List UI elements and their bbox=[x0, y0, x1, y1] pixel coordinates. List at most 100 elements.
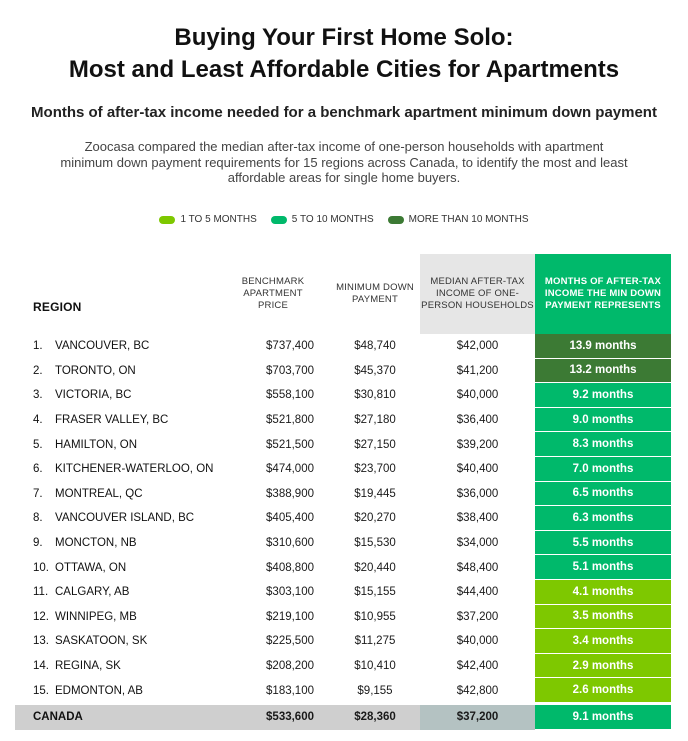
cell-down-payment: $30,810 bbox=[354, 389, 396, 402]
cell-income: $48,400 bbox=[456, 561, 499, 574]
cell-down-payment: $15,530 bbox=[354, 537, 396, 550]
cell-price: $388,900 bbox=[266, 487, 314, 500]
cell-price: $703,700 bbox=[266, 364, 314, 377]
cell-months: 9.2 months bbox=[535, 383, 671, 408]
cell-region: 3. VICTORIA, BC bbox=[33, 383, 233, 408]
row-rank: 7. bbox=[33, 487, 43, 500]
title-line-2: Most and Least Affordable Cities for Apa… bbox=[68, 56, 620, 83]
cell-income: $38,400 bbox=[456, 512, 499, 525]
row-rank: 12. bbox=[33, 610, 49, 623]
cell-down-payment: $11,275 bbox=[354, 635, 396, 648]
affordability-table: REGION BENCHMARK APARTMENT PRICE MINIMUM… bbox=[15, 254, 671, 730]
row-region-name: HAMILTON, ON bbox=[55, 438, 137, 451]
row-region-name: VANCOUVER ISLAND, BC bbox=[55, 512, 195, 525]
cell-income: $39,200 bbox=[456, 438, 499, 451]
total-income: $37,200 bbox=[420, 704, 535, 730]
cell-region: 4. FRASER VALLEY, BC bbox=[33, 408, 233, 433]
cell-income: $34,000 bbox=[456, 537, 499, 550]
row-rank: 15. bbox=[33, 684, 49, 697]
cell-region: 1. VANCOUVER, BC bbox=[33, 334, 233, 359]
cell-months: 6.5 months bbox=[535, 481, 671, 507]
table-row: 5. HAMILTON, ON $521,500 $27,150 $39,200 8.3 … bbox=[15, 432, 671, 457]
row-rank: 6. bbox=[33, 463, 43, 476]
header-months: MONTHS OF AFTER-TAX INCOME THE MIN DOWN … bbox=[535, 254, 671, 334]
cell-months: 13.9 months bbox=[535, 334, 671, 359]
cell-region: 5. HAMILTON, ON bbox=[33, 432, 233, 457]
row-rank: 13. bbox=[33, 635, 49, 648]
row-rank: 14. bbox=[33, 660, 49, 673]
cell-region: 10. OTTAWA, ON bbox=[33, 555, 233, 580]
cell-down-payment: $48,740 bbox=[354, 340, 396, 353]
legend-item-1-5: 1 TO 5 MONTHS bbox=[159, 214, 257, 225]
row-rank: 11. bbox=[33, 586, 49, 599]
cell-income: $44,400 bbox=[456, 586, 499, 599]
table-row: 9. MONCTON, NB $310,600 $15,530 $34,000 5.5 m… bbox=[15, 530, 671, 556]
row-region-name: CALGARY, AB bbox=[55, 586, 130, 599]
cell-price: $219,100 bbox=[266, 610, 314, 623]
chart-subtitle: Months of after-tax income needed for a … bbox=[31, 104, 657, 121]
row-region-name: WINNIPEG, MB bbox=[55, 610, 137, 623]
legend-swatch-mid-green bbox=[270, 215, 287, 224]
cell-price: $225,500 bbox=[266, 635, 314, 648]
cell-months: 4.1 months bbox=[535, 579, 671, 605]
legend-item-5-10: 5 TO 10 MONTHS bbox=[270, 214, 374, 225]
row-region-name: MONTREAL, QC bbox=[55, 487, 143, 500]
cell-price: $310,600 bbox=[266, 537, 314, 550]
total-price: $533,600 bbox=[266, 711, 314, 724]
table-row: 14. REGINA, SK $208,200 $10,410 $42,400 2.9 m… bbox=[15, 653, 671, 679]
header-region: REGION bbox=[33, 300, 82, 314]
cell-months: 3.4 months bbox=[535, 629, 671, 654]
chart-description: Zoocasa compared the median after-tax in… bbox=[60, 139, 628, 185]
table-header: REGION BENCHMARK APARTMENT PRICE MINIMUM… bbox=[15, 254, 671, 334]
cell-price: $303,100 bbox=[266, 586, 314, 599]
cell-income: $41,200 bbox=[456, 364, 499, 377]
cell-months: 7.0 months bbox=[535, 456, 671, 482]
cell-region: 12. WINNIPEG, MB bbox=[33, 605, 233, 630]
table-row: 13. SASKATOON, SK $225,500 $11,275 $40,000 3.… bbox=[15, 629, 671, 654]
table-row: 2. TORONTO, ON $703,700 $45,370 $41,200 13.2 … bbox=[15, 358, 671, 384]
cell-region: 14. REGINA, SK bbox=[33, 654, 233, 679]
cell-months: 13.2 months bbox=[535, 358, 671, 384]
row-rank: 10. bbox=[33, 561, 49, 574]
cell-region: 9. MONCTON, NB bbox=[33, 531, 233, 556]
cell-price: $558,100 bbox=[266, 389, 314, 402]
header-income: MEDIAN AFTER-TAX INCOME OF ONE-PERSON HO… bbox=[420, 254, 535, 334]
header-down-payment: MINIMUM DOWN PAYMENT bbox=[336, 282, 414, 305]
row-region-name: VICTORIA, BC bbox=[55, 389, 132, 402]
cell-months: 5.5 months bbox=[535, 530, 671, 556]
row-region-name: EDMONTON, AB bbox=[55, 684, 143, 697]
row-region-name: MONCTON, NB bbox=[55, 537, 137, 550]
legend-item-10-plus: MORE THAN 10 MONTHS bbox=[387, 214, 529, 225]
cell-months: 5.1 months bbox=[535, 555, 671, 580]
cell-months: 2.9 months bbox=[535, 653, 671, 679]
cell-down-payment: $20,440 bbox=[354, 561, 396, 574]
row-region-name: FRASER VALLEY, BC bbox=[55, 414, 169, 427]
cell-price: $474,000 bbox=[266, 463, 314, 476]
chart-title: Buying Your First Home Solo: Most and Le… bbox=[0, 22, 688, 86]
cell-income: $36,000 bbox=[456, 487, 499, 500]
table-row: 12. WINNIPEG, MB $219,100 $10,955 $37,200 3.5… bbox=[15, 604, 671, 630]
cell-months: 8.3 months bbox=[535, 432, 671, 457]
cell-price: $521,800 bbox=[266, 414, 314, 427]
row-rank: 9. bbox=[33, 537, 43, 550]
row-region-name: SASKATOON, SK bbox=[55, 635, 148, 648]
title-line-1: Buying Your First Home Solo: bbox=[174, 24, 514, 51]
cell-price: $208,200 bbox=[266, 660, 314, 673]
cell-region: 8. VANCOUVER ISLAND, BC bbox=[33, 506, 233, 531]
row-rank: 5. bbox=[33, 438, 43, 451]
total-down-payment: $28,360 bbox=[354, 711, 396, 724]
row-rank: 4. bbox=[33, 414, 43, 427]
cell-price: $521,500 bbox=[266, 438, 314, 451]
cell-down-payment: $15,155 bbox=[354, 586, 396, 599]
row-rank: 3. bbox=[33, 389, 43, 402]
cell-down-payment: $45,370 bbox=[354, 364, 396, 377]
legend-swatch-light-green bbox=[159, 215, 176, 224]
cell-income: $42,000 bbox=[456, 340, 499, 353]
cell-region: 15. EDMONTON, AB bbox=[33, 678, 233, 703]
cell-income: $42,800 bbox=[456, 684, 499, 697]
cell-income: $37,200 bbox=[456, 610, 499, 623]
cell-down-payment: $9,155 bbox=[357, 684, 393, 697]
legend-label: 1 TO 5 MONTHS bbox=[180, 214, 257, 225]
table-total-row: CANADA $533,600 $28,360 $37,200 9.1 mont… bbox=[15, 704, 671, 730]
row-region-name: TORONTO, ON bbox=[55, 364, 136, 377]
